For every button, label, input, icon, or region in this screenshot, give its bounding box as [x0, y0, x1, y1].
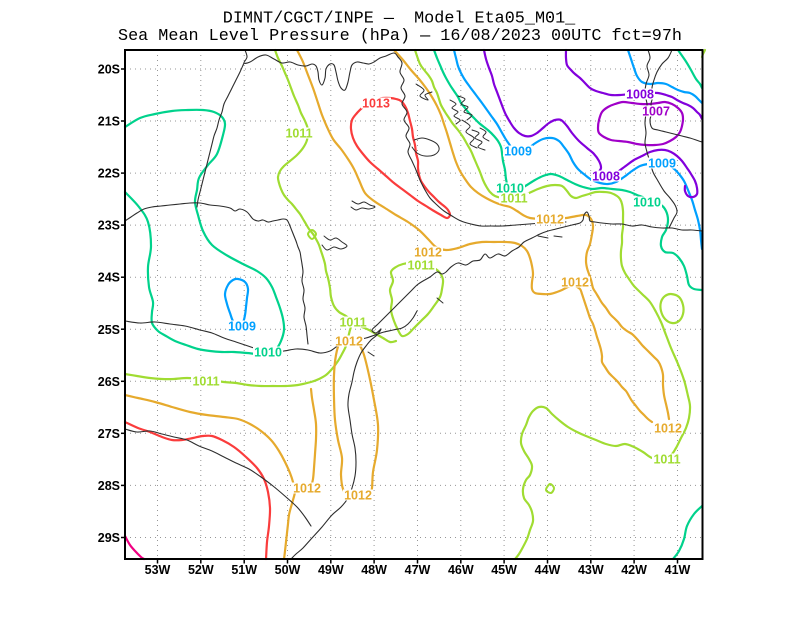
- svg-text:41W: 41W: [665, 563, 691, 577]
- svg-text:1012: 1012: [414, 246, 442, 260]
- svg-text:1008: 1008: [626, 88, 654, 102]
- svg-text:1012: 1012: [293, 482, 321, 496]
- svg-text:52W: 52W: [188, 563, 214, 577]
- svg-text:23S: 23S: [98, 219, 120, 233]
- svg-text:21S: 21S: [98, 115, 120, 129]
- svg-text:47W: 47W: [405, 563, 431, 577]
- svg-text:1008: 1008: [592, 170, 620, 184]
- svg-text:20S: 20S: [98, 63, 120, 77]
- svg-text:1013: 1013: [362, 97, 390, 111]
- svg-text:1011: 1011: [285, 127, 312, 141]
- svg-text:1011: 1011: [500, 192, 527, 206]
- svg-text:Sea Mean Level Pressure (hPa): Sea Mean Level Pressure (hPa) — 16/08/20…: [118, 27, 682, 46]
- svg-text:1012: 1012: [335, 335, 363, 349]
- svg-text:1012: 1012: [654, 422, 682, 436]
- svg-text:48W: 48W: [361, 563, 387, 577]
- svg-text:25S: 25S: [98, 323, 120, 337]
- svg-text:1010: 1010: [254, 346, 282, 360]
- svg-text:1012: 1012: [536, 213, 564, 227]
- svg-text:43W: 43W: [578, 563, 604, 577]
- svg-text:27S: 27S: [98, 427, 120, 441]
- svg-text:46W: 46W: [448, 563, 474, 577]
- svg-text:1009: 1009: [228, 320, 256, 334]
- svg-text:24S: 24S: [98, 271, 120, 285]
- svg-text:26S: 26S: [98, 375, 120, 389]
- svg-text:50W: 50W: [275, 563, 301, 577]
- svg-text:1010: 1010: [633, 196, 661, 210]
- svg-text:51W: 51W: [231, 563, 257, 577]
- svg-text:1009: 1009: [504, 145, 532, 159]
- svg-text:22S: 22S: [98, 167, 120, 181]
- svg-text:45W: 45W: [491, 563, 517, 577]
- svg-text:1011: 1011: [653, 453, 680, 467]
- svg-text:1007: 1007: [642, 105, 670, 119]
- svg-text:1011: 1011: [192, 375, 219, 389]
- svg-text:1009: 1009: [648, 157, 676, 171]
- svg-text:49W: 49W: [318, 563, 344, 577]
- svg-text:42W: 42W: [621, 563, 647, 577]
- svg-text:53W: 53W: [145, 563, 171, 577]
- svg-text:44W: 44W: [535, 563, 561, 577]
- svg-text:28S: 28S: [98, 479, 120, 493]
- svg-text:1010: 1010: [496, 182, 524, 196]
- svg-text:29S: 29S: [98, 531, 120, 545]
- svg-text:DIMNT/CGCT/INPE — Model Eta05: DIMNT/CGCT/INPE — Model Eta05_M01_: [223, 10, 576, 29]
- svg-text:1012: 1012: [561, 276, 589, 290]
- svg-text:1011: 1011: [407, 259, 434, 273]
- svg-text:1012: 1012: [344, 489, 372, 503]
- svg-text:1011: 1011: [339, 316, 366, 330]
